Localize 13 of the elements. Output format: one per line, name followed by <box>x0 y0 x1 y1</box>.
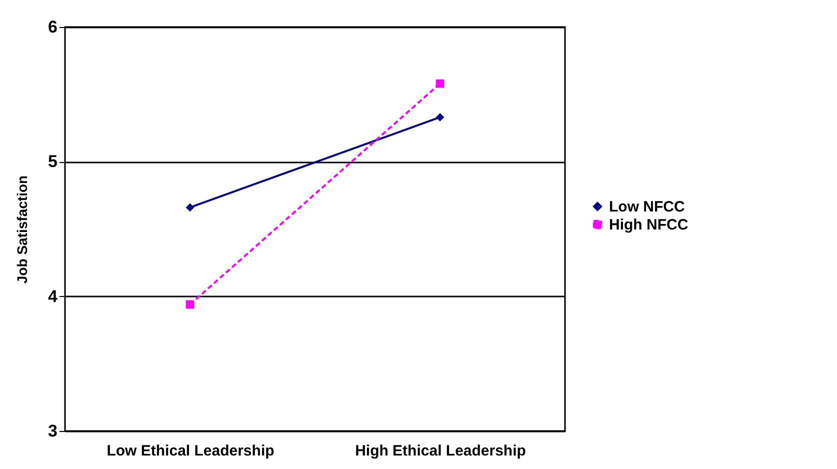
point <box>436 113 444 122</box>
x-tick-label: High Ethical Leadership <box>355 442 526 460</box>
point <box>186 203 194 212</box>
x-tick-label: Low Ethical Leadership <box>106 442 274 460</box>
point <box>186 300 194 309</box>
legend-label: Low NFCC <box>609 198 685 216</box>
point <box>436 79 444 88</box>
y-axis-title: Job Satisfaction <box>14 175 30 284</box>
y-tick-label: 6 <box>48 18 58 36</box>
y-tick-label: 5 <box>48 152 58 172</box>
y-tick-label: 4 <box>48 286 58 306</box>
y-tick-label: 3 <box>48 422 58 440</box>
legend-label: High NFCC <box>609 216 688 234</box>
